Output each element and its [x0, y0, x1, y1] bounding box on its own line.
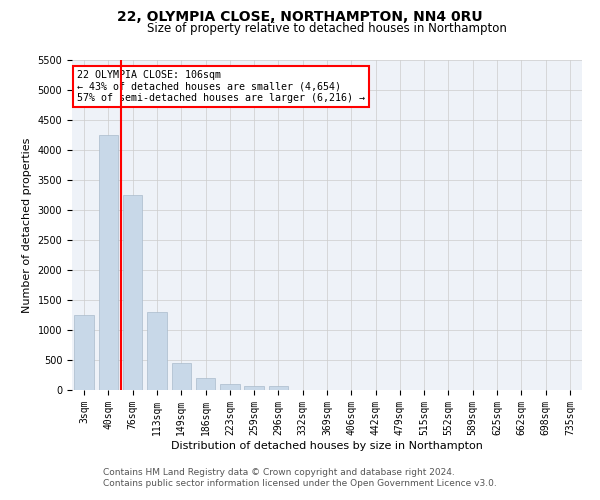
Title: Size of property relative to detached houses in Northampton: Size of property relative to detached ho… [147, 22, 507, 35]
Bar [99, 135, 118, 390]
Text: Contains HM Land Registry data © Crown copyright and database right 2024.
Contai: Contains HM Land Registry data © Crown c… [103, 468, 497, 487]
Bar [74, 315, 94, 390]
Bar [123, 195, 142, 390]
Bar [220, 384, 239, 390]
Y-axis label: Number of detached properties: Number of detached properties [22, 138, 32, 312]
Bar [244, 386, 264, 390]
Bar [196, 378, 215, 390]
X-axis label: Distribution of detached houses by size in Northampton: Distribution of detached houses by size … [171, 440, 483, 450]
Bar [269, 386, 288, 390]
Bar [147, 312, 167, 390]
Text: 22, OLYMPIA CLOSE, NORTHAMPTON, NN4 0RU: 22, OLYMPIA CLOSE, NORTHAMPTON, NN4 0RU [117, 10, 483, 24]
Text: 22 OLYMPIA CLOSE: 106sqm
← 43% of detached houses are smaller (4,654)
57% of sem: 22 OLYMPIA CLOSE: 106sqm ← 43% of detach… [77, 70, 365, 103]
Bar [172, 363, 191, 390]
